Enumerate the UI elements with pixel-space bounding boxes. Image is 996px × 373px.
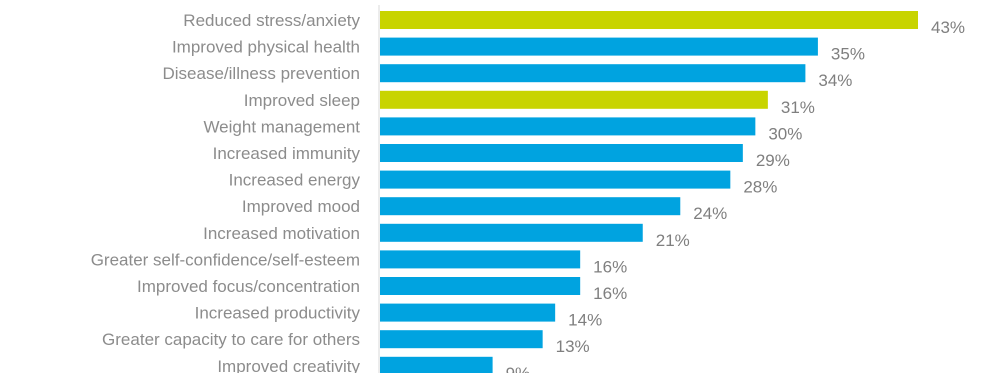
category-label: Improved physical health: [172, 38, 360, 57]
value-label: 14%: [568, 311, 602, 330]
value-label: 29%: [756, 151, 790, 170]
value-labels-group: 43% 35% 34%31% 30% 29% 28% 24%21% 16% 16% 14% 13% 9…: [506, 18, 965, 373]
bar: [380, 37, 818, 56]
category-label: Greater self-confidence/self-esteem: [91, 250, 360, 269]
bar: [380, 11, 918, 29]
bar: [380, 90, 768, 109]
value-label: 16%: [593, 257, 627, 276]
category-label: Increased motivation: [203, 224, 360, 243]
category-label: Improved mood: [242, 197, 360, 216]
bar: [380, 250, 581, 269]
category-label: Weight management: [203, 117, 360, 136]
category-label: Reduced stress/anxiety: [183, 11, 360, 30]
category-label: Disease/illness prevention: [163, 64, 361, 83]
value-label: 16%: [593, 284, 627, 303]
value-label: 35%: [831, 45, 865, 64]
value-label: 43%: [931, 18, 965, 37]
bar: [380, 170, 731, 189]
value-label: 21%: [656, 231, 690, 250]
bar: [380, 330, 543, 349]
category-label: Improved focus/concentration: [137, 277, 360, 296]
bar: [380, 356, 493, 373]
category-label: Increased immunity: [213, 144, 361, 163]
value-label: 24%: [693, 204, 727, 223]
value-label: 30%: [768, 124, 802, 143]
value-label: 28%: [743, 178, 777, 197]
value-label: 9%: [506, 364, 531, 373]
category-label: Improved sleep: [244, 91, 360, 110]
value-label: 34%: [818, 71, 852, 90]
bar: [380, 64, 806, 83]
category-labels-group: Reduced stress/anxiety Improved physical …: [91, 11, 361, 373]
bars-group: [380, 11, 918, 373]
category-label: Increased energy: [229, 171, 361, 190]
value-label: 13%: [556, 337, 590, 356]
bar: [380, 117, 756, 136]
bar: [380, 303, 556, 322]
bar: [380, 197, 681, 216]
bar: [380, 223, 643, 242]
bar: [380, 144, 743, 162]
value-label: 31%: [781, 98, 815, 117]
category-label: Greater capacity to care for others: [102, 330, 360, 349]
bar: [380, 277, 581, 295]
category-label: Improved creativity: [217, 357, 360, 373]
category-label: Increased productivity: [195, 304, 361, 323]
